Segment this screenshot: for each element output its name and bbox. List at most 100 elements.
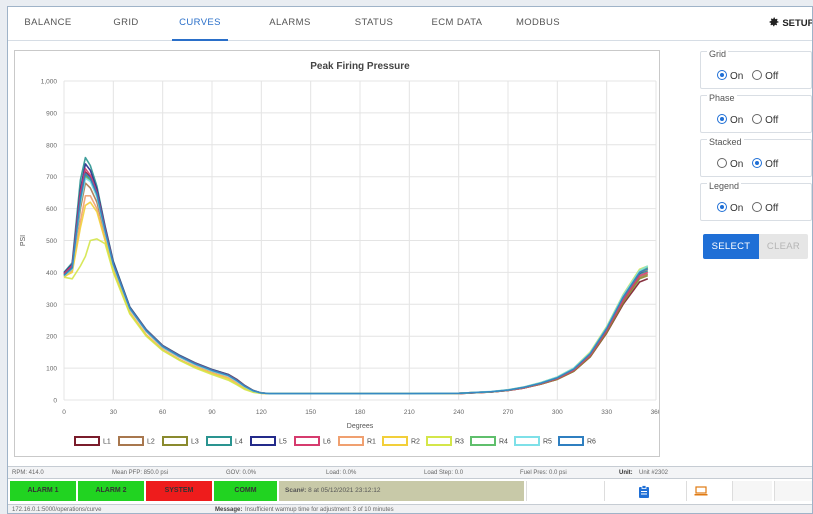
x-tick-label: 270 bbox=[503, 409, 514, 416]
phase-option-group: Phase On Off bbox=[700, 93, 812, 133]
top-nav: BALANCE GRID CURVES ALARMS STATUS ECM DA… bbox=[8, 7, 813, 41]
grid-off-option[interactable]: Off bbox=[752, 70, 779, 82]
scan-value: 8 at 05/12/2021 23:12:12 bbox=[308, 487, 381, 494]
tab-alarms[interactable]: ALARMS bbox=[269, 17, 311, 28]
legend-label-l3: L3 bbox=[191, 439, 199, 446]
tab-curves[interactable]: CURVES bbox=[172, 7, 228, 41]
stacked-on-option[interactable]: On bbox=[717, 158, 744, 170]
y-tick-label: 1,000 bbox=[41, 79, 58, 86]
y-tick-label: 900 bbox=[46, 110, 57, 117]
legend-off-label: Off bbox=[765, 203, 779, 214]
stacked-off-option[interactable]: Off bbox=[752, 158, 779, 170]
tab-balance[interactable]: BALANCE bbox=[24, 17, 72, 28]
alarm-2-indicator[interactable]: ALARM 2 bbox=[78, 481, 144, 501]
series-line-r6 bbox=[63, 172, 649, 395]
y-tick-label: 800 bbox=[46, 142, 57, 149]
legend-swatch-r3 bbox=[426, 436, 452, 446]
legend-label-r3: R3 bbox=[455, 439, 464, 446]
legend-label-r1: R1 bbox=[367, 439, 376, 446]
phase-off-label: Off bbox=[765, 115, 779, 126]
grid-option-group: Grid On Off bbox=[700, 49, 812, 89]
tab-modbus[interactable]: MODBUS bbox=[515, 17, 561, 28]
stacked-off-radio[interactable] bbox=[752, 158, 763, 168]
y-tick-label: 400 bbox=[46, 270, 57, 277]
x-tick-label: 90 bbox=[208, 409, 216, 416]
x-tick-label: 180 bbox=[355, 409, 366, 416]
tab-grid[interactable]: GRID bbox=[113, 17, 139, 28]
series-line-l3 bbox=[63, 174, 649, 395]
legend-on-option[interactable]: On bbox=[717, 202, 744, 214]
legend-option-group: Legend On Off bbox=[700, 181, 812, 221]
comm-indicator[interactable]: COMM bbox=[214, 481, 277, 501]
stacked-on-radio[interactable] bbox=[717, 158, 727, 168]
legend-label-l6: L6 bbox=[323, 439, 331, 446]
stacked-option-group: Stacked On Off bbox=[700, 137, 812, 177]
mean-pfp-readout: Mean PFP: 850.0 psi bbox=[112, 470, 169, 476]
laptop-button[interactable] bbox=[686, 481, 730, 501]
y-tick-label: 100 bbox=[46, 366, 57, 373]
x-tick-label: 330 bbox=[601, 409, 612, 416]
phase-on-option[interactable]: On bbox=[717, 114, 744, 126]
legend-swatch-r2 bbox=[382, 436, 408, 446]
stacked-on-label: On bbox=[730, 159, 744, 170]
y-axis-label: PSI bbox=[20, 235, 27, 246]
stacked-off-label: Off bbox=[765, 159, 779, 170]
fuel-pres-readout: Fuel Pres: 0.0 psi bbox=[520, 470, 567, 476]
scan-label: Scan#: bbox=[285, 487, 307, 494]
clear-button[interactable]: CLEAR bbox=[759, 234, 808, 259]
stacked-option-label: Stacked bbox=[707, 137, 744, 147]
x-tick-label: 360 bbox=[651, 409, 659, 416]
grid-off-radio[interactable] bbox=[752, 70, 763, 80]
grid-on-radio[interactable] bbox=[717, 70, 727, 80]
select-button[interactable]: SELECT bbox=[703, 234, 759, 259]
legend-label-r4: R4 bbox=[499, 439, 508, 446]
x-tick-label: 210 bbox=[404, 409, 415, 416]
legend-option-label: Legend bbox=[707, 181, 742, 191]
legend-label-r6: R6 bbox=[587, 439, 596, 446]
x-tick-label: 30 bbox=[110, 409, 118, 416]
y-tick-label: 700 bbox=[46, 174, 57, 181]
x-tick-label: 0 bbox=[62, 409, 66, 416]
series-line-r5 bbox=[63, 177, 649, 395]
legend-label-r5: R5 bbox=[543, 439, 552, 446]
legend-swatch-l5 bbox=[250, 436, 276, 446]
clipboard-icon bbox=[639, 485, 649, 498]
legend-on-radio[interactable] bbox=[717, 202, 727, 212]
grid-on-option[interactable]: On bbox=[717, 70, 743, 82]
message-text: Insufficient warmup time for adjustment:… bbox=[245, 507, 394, 513]
phase-on-label: On bbox=[730, 115, 744, 126]
tab-ecm-data[interactable]: ECM DATA bbox=[431, 17, 483, 28]
legend-label-l5: L5 bbox=[279, 439, 287, 446]
phase-on-radio[interactable] bbox=[717, 114, 727, 124]
x-axis-label: Degrees bbox=[347, 423, 374, 430]
info-bar: RPM: 414.0 Mean PFP: 850.0 psi GOV: 0.0%… bbox=[8, 466, 812, 479]
legend-swatch-l6 bbox=[294, 436, 320, 446]
legend-swatch-r6 bbox=[558, 436, 584, 446]
setup-button[interactable]: SETUP bbox=[764, 7, 813, 41]
setup-label: SETUP bbox=[782, 18, 813, 29]
grid-option-label: Grid bbox=[707, 49, 729, 59]
x-tick-label: 60 bbox=[159, 409, 167, 416]
phase-off-radio[interactable] bbox=[752, 114, 763, 124]
tab-status[interactable]: STATUS bbox=[354, 17, 394, 28]
legend-off-radio[interactable] bbox=[752, 202, 763, 212]
series-line-r4 bbox=[63, 175, 649, 395]
series-line-r2 bbox=[63, 201, 649, 395]
legend-on-label: On bbox=[730, 203, 744, 214]
legend-swatch-r5 bbox=[514, 436, 540, 446]
legend-off-option[interactable]: Off bbox=[752, 202, 779, 214]
legend-swatch-l3 bbox=[162, 436, 188, 446]
unit-value: Unit #2302 bbox=[639, 470, 669, 476]
grid-off-label: Off bbox=[765, 71, 779, 82]
alarm-1-indicator[interactable]: ALARM 1 bbox=[10, 481, 76, 501]
laptop-icon bbox=[694, 486, 708, 496]
phase-off-option[interactable]: Off bbox=[752, 114, 779, 126]
unit-label: Unit: bbox=[619, 470, 633, 476]
app-window: BALANCE GRID CURVES ALARMS STATUS ECM DA… bbox=[7, 6, 813, 514]
y-tick-label: 200 bbox=[46, 334, 57, 341]
chart-panel: Peak Firing Pressure 0 100 200 300 400 500 600 7… bbox=[14, 50, 662, 457]
system-indicator[interactable]: SYSTEM bbox=[146, 481, 212, 501]
series-line-r1 bbox=[63, 195, 649, 395]
clipboard-button[interactable] bbox=[604, 481, 684, 501]
legend-swatch-r1 bbox=[338, 436, 364, 446]
